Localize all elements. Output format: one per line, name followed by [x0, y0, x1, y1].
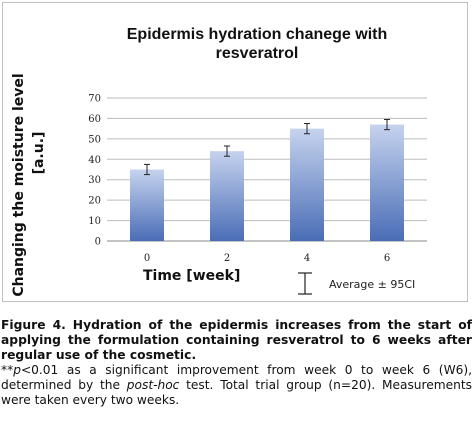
caption-note-prefix: ** [1, 363, 14, 377]
x-tick-label: 4 [304, 253, 310, 264]
bar [130, 169, 164, 241]
caption-note: **p<0.01 as a significant improvement fr… [0, 363, 472, 408]
error-bar [144, 163, 150, 176]
error-bar [224, 145, 230, 157]
bars [130, 118, 404, 241]
x-axis-label: Time [week] [143, 268, 240, 284]
x-tick-label: 0 [144, 253, 150, 264]
y-axis-label-line-1: Changing the moisture level [11, 73, 27, 296]
caption-note-part1: <0.01 as a significant improvement from … [1, 363, 472, 392]
chart-frame: Epidermis hydration chanege with resvera… [2, 2, 468, 302]
y-tick-labels: 0 10 20 30 40 50 60 70 [88, 94, 101, 248]
y-tick-label: 40 [88, 155, 101, 166]
chart-title-line-1: Epidermis hydration chanege with [127, 26, 388, 43]
x-tick-labels: 0 2 4 6 [144, 253, 390, 264]
caption-note-p: p [13, 363, 21, 377]
x-tick-label: 2 [224, 253, 230, 264]
bar [370, 124, 404, 241]
y-tick-label: 50 [88, 134, 101, 145]
error-bar [304, 123, 310, 135]
caption-note-part2: test. Total trial group (n=20). Measurem… [1, 378, 472, 407]
y-tick-label: 20 [88, 196, 101, 207]
y-tick-label: 0 [95, 237, 101, 248]
y-tick-label: 60 [88, 114, 101, 125]
y-tick-label: 10 [88, 216, 101, 227]
figure-caption: Figure 4. Hydration of the epidermis inc… [0, 318, 472, 408]
bar [290, 128, 324, 241]
legend-label: Average ± 95CI [329, 278, 415, 291]
y-tick-label: 70 [88, 94, 101, 105]
error-bar [384, 118, 390, 131]
bar [210, 151, 244, 241]
y-tick-label: 30 [88, 175, 101, 186]
x-tick-label: 6 [384, 253, 390, 264]
y-axis-label-line-2: [a.u.] [31, 132, 47, 175]
chart-title-line-2: resveratrol [216, 45, 299, 62]
caption-note-posthoc: post-hoc [126, 378, 180, 392]
legend-errorbar-symbol [298, 272, 312, 295]
caption-title: Figure 4. Hydration of the epidermis inc… [1, 318, 472, 362]
bar-chart: Epidermis hydration chanege with resvera… [11, 26, 427, 297]
legend: Average ± 95CI [298, 272, 415, 295]
